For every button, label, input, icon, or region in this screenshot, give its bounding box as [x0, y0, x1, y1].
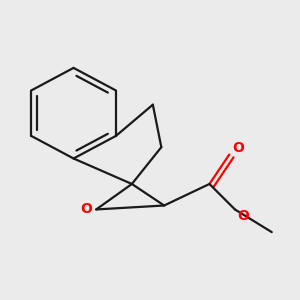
- Text: O: O: [238, 209, 249, 223]
- Text: O: O: [80, 202, 92, 217]
- Text: O: O: [232, 141, 244, 155]
